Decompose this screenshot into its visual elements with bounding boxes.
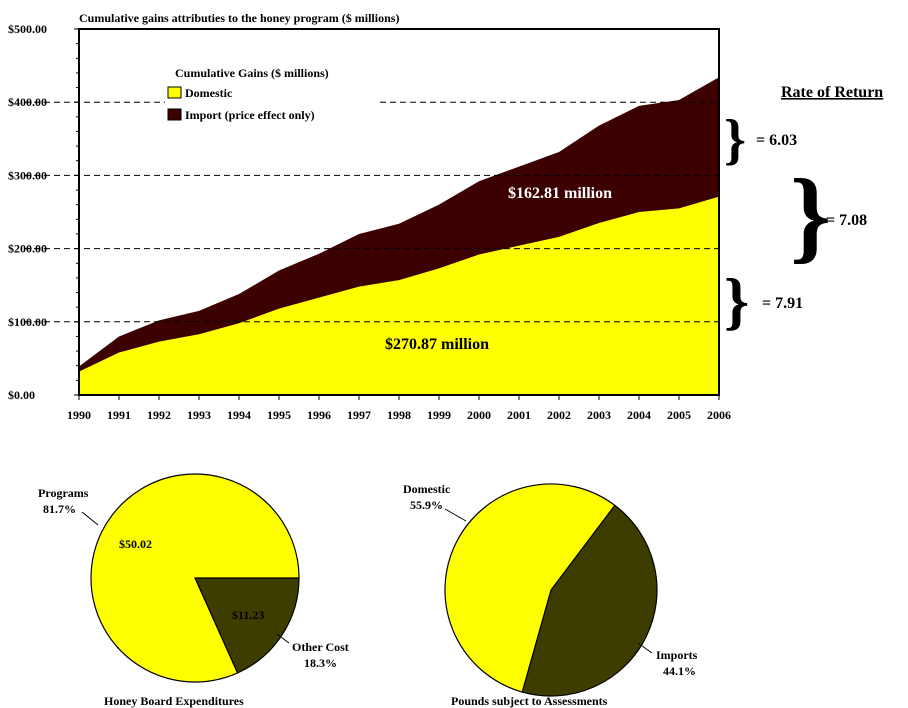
legend-swatch-import: [167, 108, 182, 121]
x-tick-label: 1995: [267, 408, 291, 422]
pie1-amount-other: $11.23: [232, 608, 264, 622]
x-tick-label: 1991: [107, 408, 131, 422]
pie-slice-domestic: [444, 483, 616, 693]
x-tick-label: 1999: [427, 408, 451, 422]
area-domestic: [79, 196, 719, 395]
x-tick-label: 2006: [707, 408, 731, 422]
x-tick-label: 2005: [667, 408, 691, 422]
legend-label-domestic: Domestic: [185, 86, 233, 100]
honey-board-expenditures-pie: Programs 81.7% $50.02 $11.23 Other Cost …: [38, 473, 349, 708]
import-total-label: $162.81 million: [508, 185, 612, 202]
y-axis: $0.00 $100.00 $200.00 $300.00 $400.00 $500.00: [8, 22, 79, 402]
total-rate: = 7.08: [826, 212, 867, 229]
pie2-slices: [444, 483, 658, 697]
x-tick-label: 2004: [627, 408, 651, 422]
pie2-label-imports: Imports: [656, 648, 698, 662]
pie1-amount-programs: $50.02: [119, 537, 152, 551]
domestic-rate: = 7.91: [762, 295, 803, 312]
import-rate: = 6.03: [756, 132, 797, 149]
rate-of-return: Rate of Return } = 6.03 } = 7.08 } = 7.9…: [724, 84, 883, 336]
y-tick-label: $400.00: [8, 95, 47, 109]
pie2-label-domestic: Domestic: [403, 482, 451, 496]
x-tick-label: 1993: [187, 408, 211, 422]
legend-title: Cumulative Gains ($ millions): [175, 66, 329, 80]
x-tick-label: 1997: [347, 408, 371, 422]
pie1-percent-other: 18.3%: [304, 656, 337, 670]
legend-swatch-domestic: [167, 86, 182, 99]
pie2-leader-domestic: [444, 508, 467, 522]
y-tick-label: $300.00: [8, 168, 47, 182]
x-axis: 1990 1991 1992 1993 1994 1995 1996 1997 1998 1999…: [67, 395, 731, 422]
x-tick-label: 1998: [387, 408, 411, 422]
x-tick-label: 2003: [587, 408, 611, 422]
cumulative-gains-chart: Cumulative gains attributies to the hone…: [8, 11, 731, 422]
x-tick-label: 1994: [227, 408, 251, 422]
pie2-percent-imports: 44.1%: [663, 664, 696, 678]
rate-of-return-heading: Rate of Return: [781, 84, 883, 101]
pie-slice-imports: [521, 504, 658, 697]
y-tick-label: $500.00: [8, 22, 47, 36]
legend-label-import: Import (price effect only): [185, 108, 315, 122]
pie1-percent-programs: 81.7%: [43, 502, 76, 516]
pie-slice-other-cost: [194, 577, 300, 674]
x-tick-label: 2002: [547, 408, 571, 422]
pie1-slices: [90, 473, 300, 683]
area-series-group: [79, 77, 719, 395]
x-tick-label: 2000: [467, 408, 491, 422]
brace-import: }: [724, 109, 746, 171]
legend: Cumulative Gains ($ millions) Domestic I…: [167, 66, 329, 122]
y-tick-label: $200.00: [8, 242, 47, 256]
x-tick-label: 1992: [147, 408, 171, 422]
pie-slice-programs: [90, 473, 300, 683]
x-tick-label: 2001: [507, 408, 531, 422]
domestic-total-label: $270.87 million: [385, 336, 489, 353]
pie1-leader-programs: [81, 511, 99, 526]
pie1-label-other: Other Cost: [292, 640, 349, 654]
pie1-label-programs: Programs: [38, 486, 89, 500]
gridlines: [24, 101, 719, 323]
pounds-subject-to-assessments-pie: Domestic 55.9% Imports 44.1% Pounds subj…: [403, 482, 698, 708]
x-tick-label: 1990: [67, 408, 91, 422]
y-tick-label: $100.00: [8, 315, 47, 329]
pie2-percent-domestic: 55.9%: [410, 498, 443, 512]
brace-domestic: }: [724, 265, 749, 336]
area-chart-title: Cumulative gains attributies to the hone…: [79, 11, 399, 25]
pie2-leader-imports: [637, 642, 653, 654]
x-tick-label: 1996: [307, 408, 331, 422]
brace-total: }: [790, 158, 831, 273]
pie1-title: Honey Board Expenditures: [104, 694, 244, 708]
pie2-title: Pounds subject to Assessments: [451, 694, 608, 708]
pie1-leader-other: [276, 633, 290, 644]
y-tick-label: $0.00: [8, 388, 35, 402]
